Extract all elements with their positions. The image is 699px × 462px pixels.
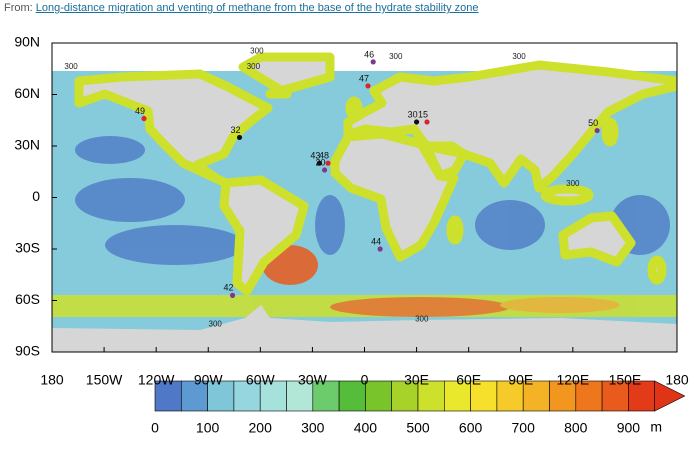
- colorbar-box: [522, 380, 550, 412]
- site-label: 20: [316, 157, 326, 167]
- contour-label: 300: [64, 62, 78, 71]
- contour-label: 300: [415, 314, 429, 323]
- site-label: 15: [418, 109, 428, 119]
- lon-tick-label: 30E: [404, 372, 429, 388]
- site-label: 32: [230, 125, 240, 135]
- lon-tick-label: 60E: [456, 372, 481, 388]
- contour-label: 300: [247, 62, 261, 71]
- colorbar-label: 0: [151, 420, 159, 436]
- contour-label: 300: [566, 179, 580, 188]
- lon-tick-label: 180: [665, 372, 689, 388]
- site-marker: [370, 59, 376, 65]
- colorbar-label: 700: [512, 420, 536, 436]
- colorbar-box: [181, 380, 208, 412]
- site-marker: [316, 160, 322, 166]
- lat-tick-label: 30S: [15, 240, 40, 256]
- colorbar-box: [628, 380, 656, 412]
- colorbar-box: [470, 380, 498, 412]
- colorbar-label: 200: [249, 420, 273, 436]
- site-label: 44: [371, 236, 381, 246]
- colorbar-box: [496, 380, 524, 412]
- lat-tick-label: 90N: [14, 34, 40, 50]
- colorbar-label: 600: [459, 420, 483, 436]
- header: From: Long-distance migration and ventin…: [4, 2, 479, 14]
- lon-tick-label: 60W: [246, 372, 276, 388]
- site-marker: [424, 119, 430, 125]
- colorbar-box: [338, 380, 366, 412]
- colorbar-box: [312, 380, 340, 412]
- colorbar-box: [259, 380, 287, 412]
- colorbar-label: 900: [617, 420, 641, 436]
- site-label: 49: [135, 106, 145, 116]
- lat-tick-label: 90S: [15, 343, 40, 359]
- lon-tick-label: 30W: [298, 372, 328, 388]
- colorbar-box: [443, 380, 471, 412]
- continents: [74, 52, 677, 296]
- contour-label: 300: [389, 52, 403, 61]
- lat-tick-label: 60S: [15, 291, 40, 307]
- site-marker: [413, 119, 420, 125]
- site-marker: [325, 160, 331, 166]
- colorbar-label: 500: [406, 420, 430, 436]
- site-marker: [377, 246, 383, 252]
- lon-tick-label: 120W: [138, 372, 175, 388]
- colorbar-box: [154, 380, 182, 412]
- colorbar-box: [417, 380, 445, 412]
- colorbar-arrow: [654, 380, 686, 412]
- colorbar-box: [365, 380, 392, 412]
- colorbar-label: 300: [301, 420, 325, 436]
- colorbar-box: [575, 380, 603, 412]
- colorbar-box: [601, 380, 629, 412]
- site-label: 30: [408, 109, 418, 119]
- site-label: 46: [364, 49, 374, 59]
- colorbar-label: 400: [354, 420, 378, 436]
- site-marker: [229, 292, 236, 298]
- site-marker: [594, 127, 600, 134]
- site-marker: [236, 134, 243, 141]
- site-label: 43: [310, 151, 320, 161]
- map-field: [52, 43, 677, 352]
- colorbar: 0 100 200 300 400 500 600 700 800 900 m: [151, 380, 686, 436]
- contour-label: 300: [209, 320, 223, 329]
- lon-tick-label: 180: [40, 372, 64, 388]
- deep-basins: [75, 136, 670, 265]
- lon-tick-label: 120E: [556, 372, 589, 388]
- colorbar-box: [233, 380, 261, 412]
- colorbar-label: 800: [564, 420, 588, 436]
- lon-tick-label: 90E: [508, 372, 533, 388]
- site-marker: [365, 83, 371, 89]
- colorbar-box: [391, 380, 419, 412]
- contour-label: 300: [250, 47, 264, 56]
- colorbar-unit: m: [650, 419, 662, 435]
- lon-tick-label: 0: [361, 372, 369, 388]
- site-marker: [141, 115, 147, 122]
- site-label: 42: [224, 283, 234, 293]
- lon-tick-label: 90W: [194, 372, 224, 388]
- site-label: 48: [319, 151, 329, 161]
- lon-tick-label: 150E: [609, 372, 642, 388]
- lat-tick-label: 30N: [14, 137, 40, 153]
- lat-tick-label: 0: [32, 188, 40, 204]
- site-label: 50: [588, 118, 598, 128]
- site-label: 47: [359, 73, 369, 83]
- colorbar-label: 100: [196, 420, 220, 436]
- lon-tick-label: 150W: [86, 372, 123, 388]
- article-link[interactable]: Long-distance migration and venting of m…: [35, 2, 479, 14]
- colorbar-box: [207, 380, 235, 412]
- contour-label: 300: [512, 52, 526, 61]
- header-prefix: From:: [4, 2, 33, 14]
- antarctica: [52, 305, 677, 352]
- lat-tick-label: 60N: [14, 85, 40, 101]
- site-marker: [321, 167, 328, 173]
